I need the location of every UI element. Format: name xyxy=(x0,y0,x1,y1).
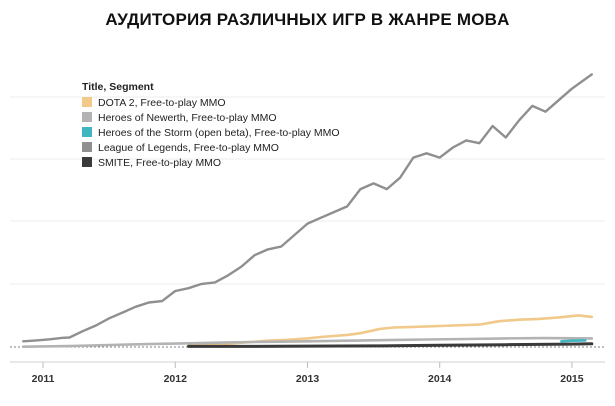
x-tick-label: 2015 xyxy=(560,373,584,385)
series-line-1 xyxy=(21,336,594,349)
legend-label: Heroes of the Storm (open beta), Free-to… xyxy=(98,127,340,139)
legend-swatch xyxy=(82,142,92,152)
legend-label: SMITE, Free-to-play MMO xyxy=(98,157,221,169)
legend-title: Title, Segment xyxy=(82,81,154,93)
chart-title: АУДИТОРИЯ РАЗЛИЧНЫХ ИГР В ЖАНРЕ MOBA xyxy=(105,10,510,29)
series-lines xyxy=(21,73,594,349)
x-tick-label: 2011 xyxy=(32,373,55,385)
legend-swatch xyxy=(82,127,92,137)
legend-swatch xyxy=(82,112,92,122)
series-line-3 xyxy=(22,73,593,343)
x-axis: 2011 2012 2013 2014 2015 xyxy=(10,361,605,385)
series-line-2 xyxy=(560,339,587,343)
series-line-4 xyxy=(187,342,594,348)
legend-label: League of Legends, Free-to-play MMO xyxy=(98,142,279,154)
series-line-0 xyxy=(187,314,594,347)
x-tick-label: 2014 xyxy=(428,373,452,385)
x-tick-label: 2013 xyxy=(296,373,320,385)
legend-swatch xyxy=(82,157,92,167)
legend-label: Heroes of Newerth, Free-to-play MMO xyxy=(98,112,277,124)
x-tick-label: 2012 xyxy=(164,373,188,385)
legend-swatch xyxy=(82,97,92,107)
legend-label: DOTA 2, Free-to-play MMO xyxy=(98,97,226,109)
legend: Title, Segment DOTA 2, Free-to-play MMO He… xyxy=(82,81,340,169)
